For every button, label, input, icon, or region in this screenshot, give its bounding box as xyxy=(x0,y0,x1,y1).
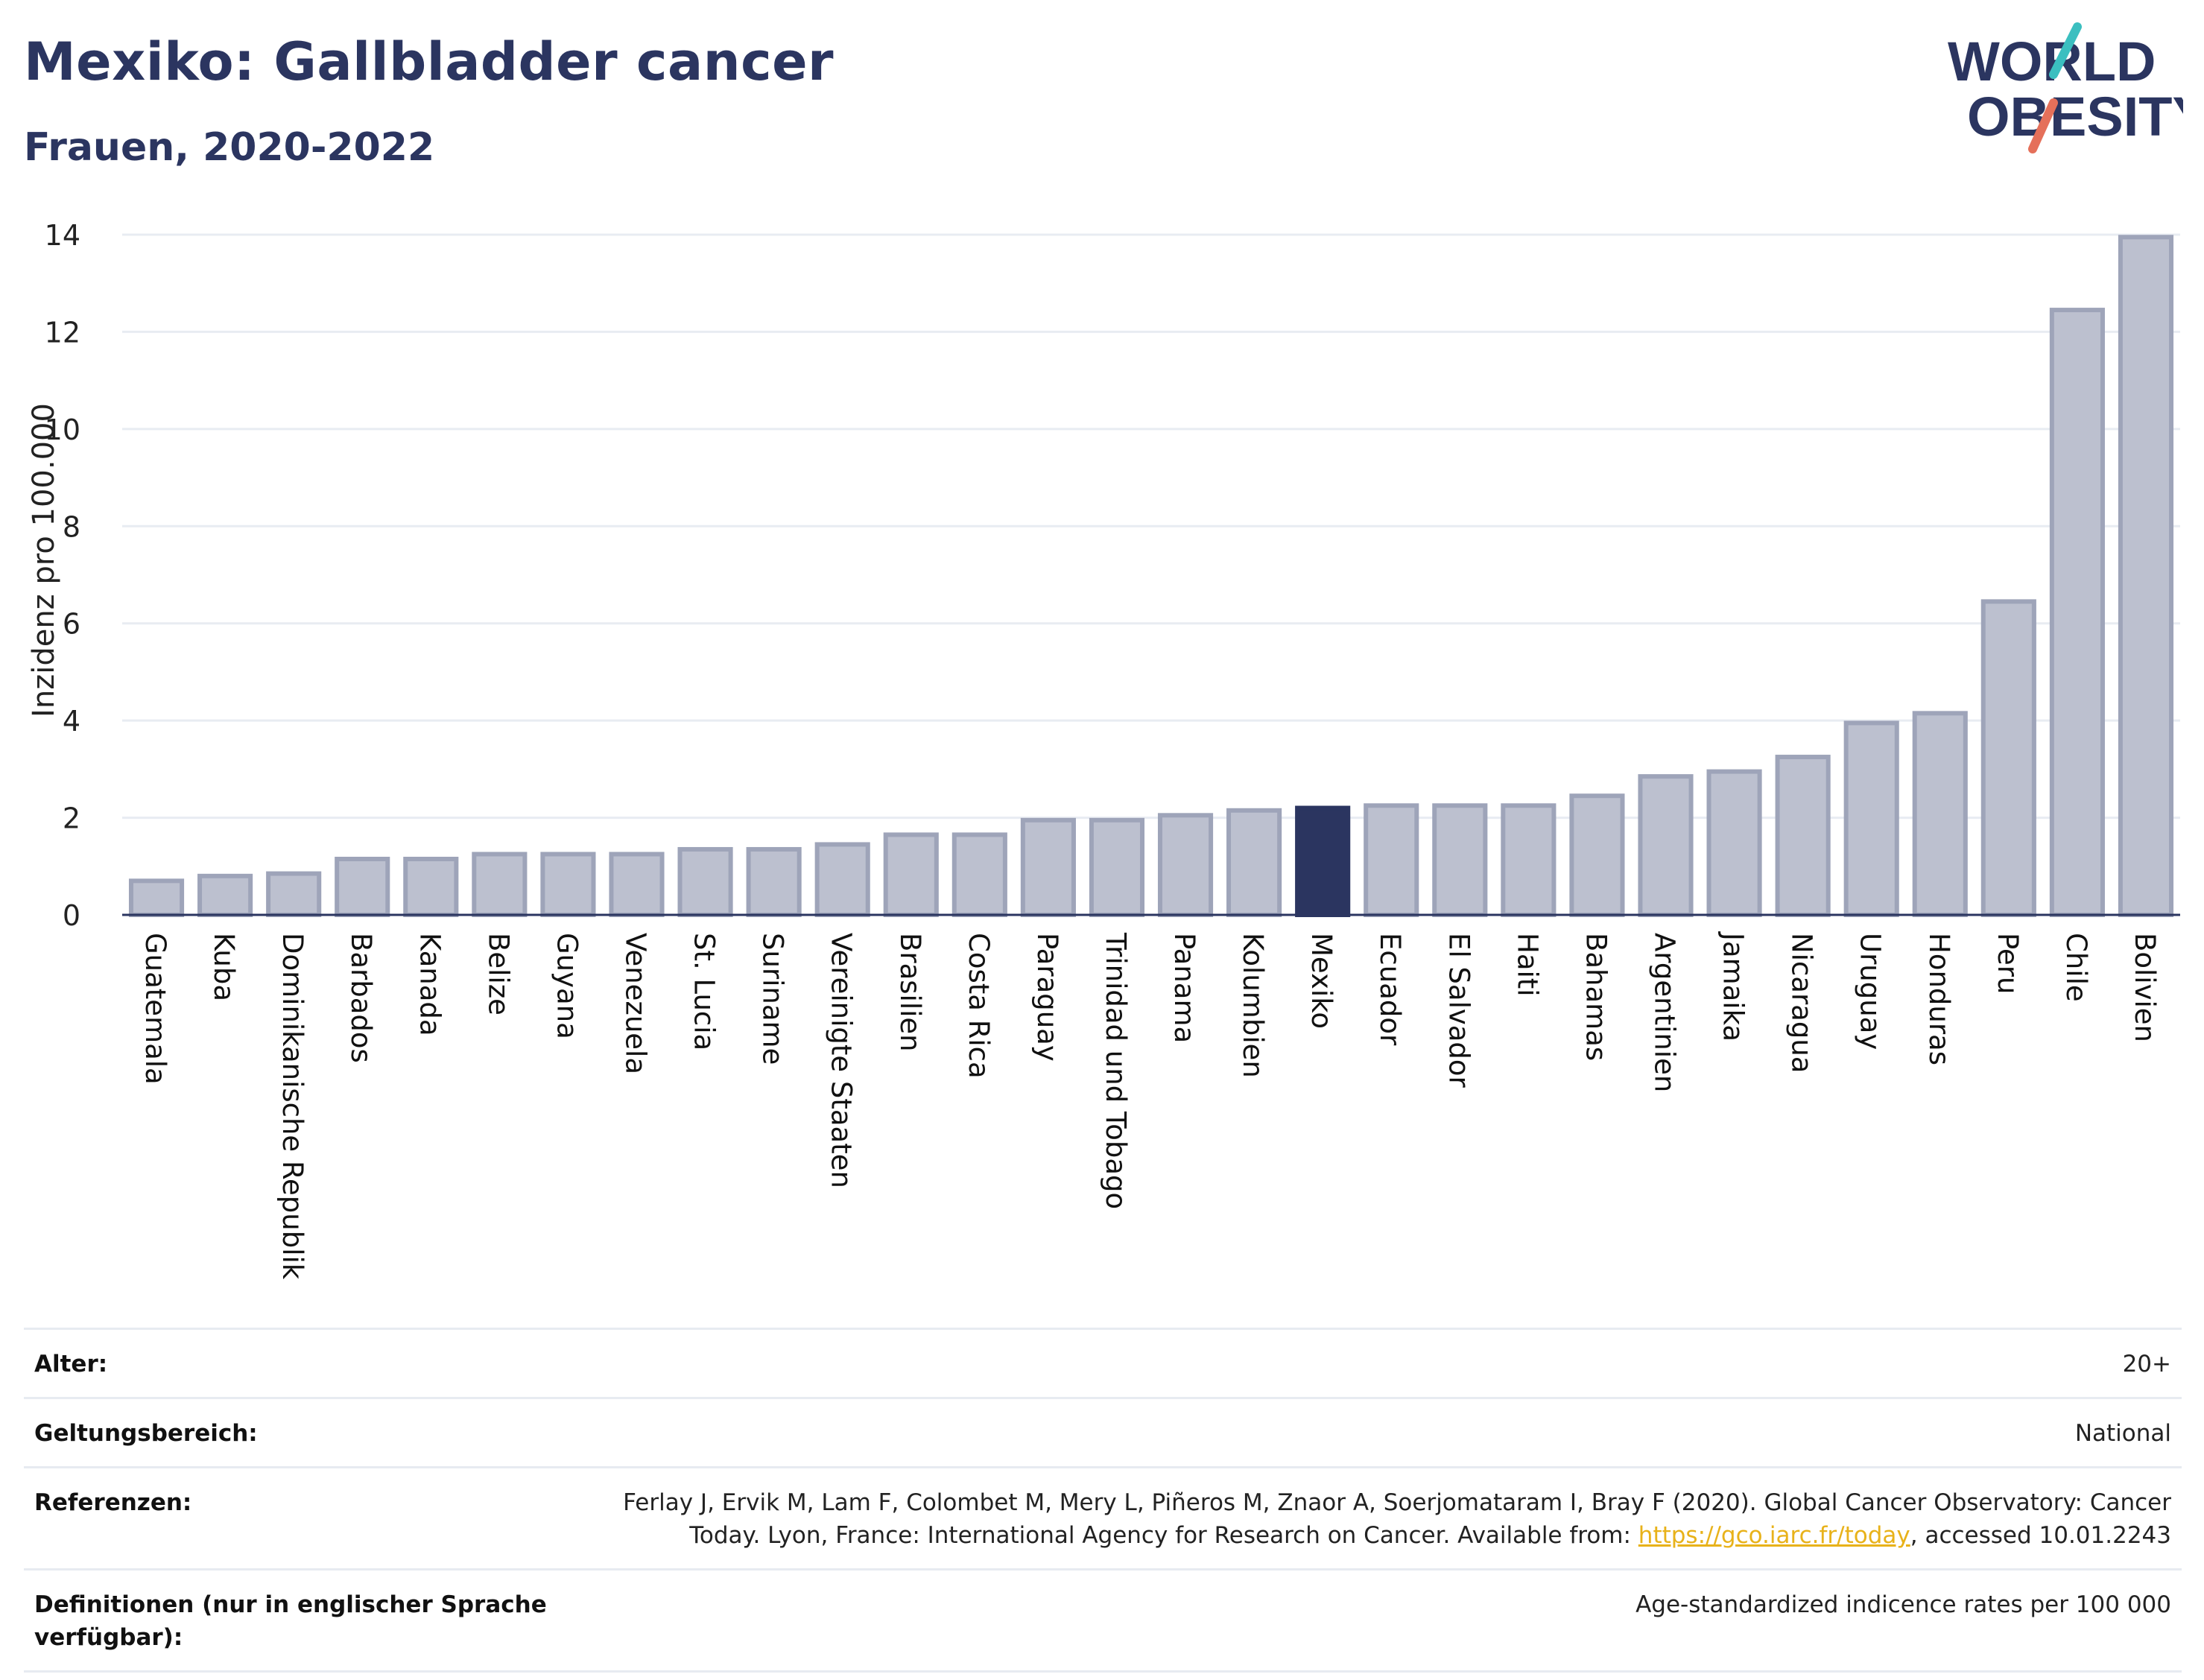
x-tick-label: St. Lucia xyxy=(688,933,721,1050)
x-tick-label: Nicaragua xyxy=(1786,933,1818,1073)
x-tick-label: Suriname xyxy=(757,933,789,1065)
references-value: Ferlay J, Ervik M, Lam F, Colombet M, Me… xyxy=(569,1486,2171,1552)
x-tick-label: Guatemala xyxy=(139,933,171,1085)
y-tick-label: 2 xyxy=(63,802,80,835)
bar xyxy=(746,846,802,917)
bar xyxy=(266,871,322,918)
info-row-references: Referenzen: Ferlay J, Ervik M, Lam F, Co… xyxy=(24,1466,2182,1568)
x-tick-label: Barbados xyxy=(345,933,377,1063)
bar xyxy=(609,852,665,918)
x-tick-label: Costa Rica xyxy=(963,933,995,1079)
bar xyxy=(2049,308,2105,917)
references-text-start: Ferlay J, Ervik M, Lam F, Colombet M, Me… xyxy=(623,1489,2171,1549)
bar xyxy=(540,852,596,918)
references-label: Referenzen: xyxy=(34,1489,192,1516)
bar xyxy=(1020,817,1076,918)
bar xyxy=(1843,720,1899,917)
y-axis-label: Inzidenz pro 100.000 xyxy=(27,403,61,717)
definitions-label: Definitionen (nur in englischer Sprache … xyxy=(34,1591,547,1651)
x-tick-label: Guyana xyxy=(551,933,583,1039)
info-row-definitions: Definitionen (nur in englischer Sprache … xyxy=(24,1568,2182,1673)
bar xyxy=(1157,813,1214,917)
bar xyxy=(1706,769,1762,917)
bar-chart: Guatemala Kuba Dominikanische Republik Barb… xyxy=(27,219,2180,1280)
x-tick-label: Bahamas xyxy=(1580,933,1612,1061)
bar xyxy=(677,846,733,917)
bar xyxy=(1569,793,1625,917)
bars xyxy=(128,235,2174,918)
x-tick-label: Bolivien xyxy=(2129,933,2161,1042)
x-tick-label: Paraguay xyxy=(1031,933,1063,1062)
x-tick-label: Kanada xyxy=(414,933,446,1036)
x-tick-label: Belize xyxy=(482,933,514,1015)
references-text-end: , accessed 10.01.2243 xyxy=(1910,1522,2171,1549)
x-tick-label: Panama xyxy=(1168,933,1200,1043)
x-tick-label: Venezuela xyxy=(620,933,652,1074)
scope-label: Geltungsbereich: xyxy=(34,1420,258,1447)
bar xyxy=(1980,599,2036,917)
bar xyxy=(128,878,185,917)
chart-title: Mexiko: Gallbladder cancer xyxy=(24,31,835,92)
info-row-age: Alter: 20+ xyxy=(24,1328,2182,1397)
chart-subtitle: Frauen, 2020-2022 xyxy=(24,125,435,170)
bar xyxy=(1226,808,1282,918)
logo-word-world: WORLD xyxy=(1948,31,2156,92)
y-tick-label: 14 xyxy=(45,219,80,252)
y-tick-label: 6 xyxy=(63,608,80,641)
grid-lines xyxy=(122,233,2180,820)
bar xyxy=(814,842,870,918)
x-tick-label: Mexiko xyxy=(1305,933,1337,1029)
age-label: Alter: xyxy=(34,1351,108,1378)
info-table: Alter: 20+ Geltungsbereich: National Ref… xyxy=(24,1328,2182,1673)
definitions-value: Age-standardized indicence rates per 100… xyxy=(1635,1591,2171,1618)
bar xyxy=(472,852,528,918)
scope-value: National xyxy=(2074,1420,2171,1447)
bar xyxy=(403,857,459,917)
x-tick-label: Jamaika xyxy=(1717,931,1749,1042)
x-tick-label: Haiti xyxy=(1511,933,1543,997)
bar xyxy=(1912,711,1968,917)
y-tick-label: 12 xyxy=(45,316,80,349)
bar xyxy=(1638,774,1694,917)
info-row-scope: Geltungsbereich: National xyxy=(24,1397,2182,1466)
x-tick-label: Kolumbien xyxy=(1237,933,1269,1078)
x-axis: Guatemala Kuba Dominikanische Republik Barb… xyxy=(122,913,2180,1280)
bar xyxy=(335,857,390,917)
x-tick-label: Kuba xyxy=(208,933,240,1001)
x-tick-label: Vereinigte Staaten xyxy=(826,933,858,1188)
logo-slash-teal xyxy=(2049,22,2082,79)
bar xyxy=(1501,803,1557,917)
bar xyxy=(1432,803,1488,917)
x-tick-label: El Salvador xyxy=(1443,933,1475,1088)
x-tick-label: Argentinien xyxy=(1649,933,1681,1092)
x-tick-label: Brasilien xyxy=(894,933,926,1052)
bar xyxy=(1364,803,1419,917)
x-tick-label: Trinidad und Tobago xyxy=(1100,932,1132,1209)
x-tick-label: Dominikanische Republik xyxy=(276,933,308,1280)
logo-word-obesity: OBESITY xyxy=(1967,86,2183,148)
x-tick-label: Peru xyxy=(1992,933,2024,994)
bar xyxy=(1775,755,1831,918)
x-tick-label: Honduras xyxy=(1923,933,1955,1065)
x-tick-label: Ecuador xyxy=(1374,933,1406,1046)
bar xyxy=(883,832,939,918)
logo-slash-red xyxy=(2028,98,2058,153)
bar xyxy=(951,832,1007,918)
y-axis: 0 2 4 6 8 10 12 14 xyxy=(45,219,80,932)
bar xyxy=(197,873,253,918)
bar xyxy=(2118,235,2174,917)
y-tick-label: 0 xyxy=(63,899,80,932)
x-tick-label: Chile xyxy=(2060,933,2092,1002)
bar-highlight xyxy=(1295,805,1351,917)
y-tick-label: 10 xyxy=(45,413,80,446)
y-tick-label: 8 xyxy=(63,510,80,543)
x-tick-label: Uruguay xyxy=(1855,933,1887,1050)
bar xyxy=(1089,817,1145,918)
world-obesity-logo: WORLD OBESITY xyxy=(1948,22,2183,153)
y-tick-label: 4 xyxy=(63,705,80,738)
age-value: 20+ xyxy=(2122,1351,2171,1378)
references-link[interactable]: https://gco.iarc.fr/today xyxy=(1638,1522,1910,1549)
